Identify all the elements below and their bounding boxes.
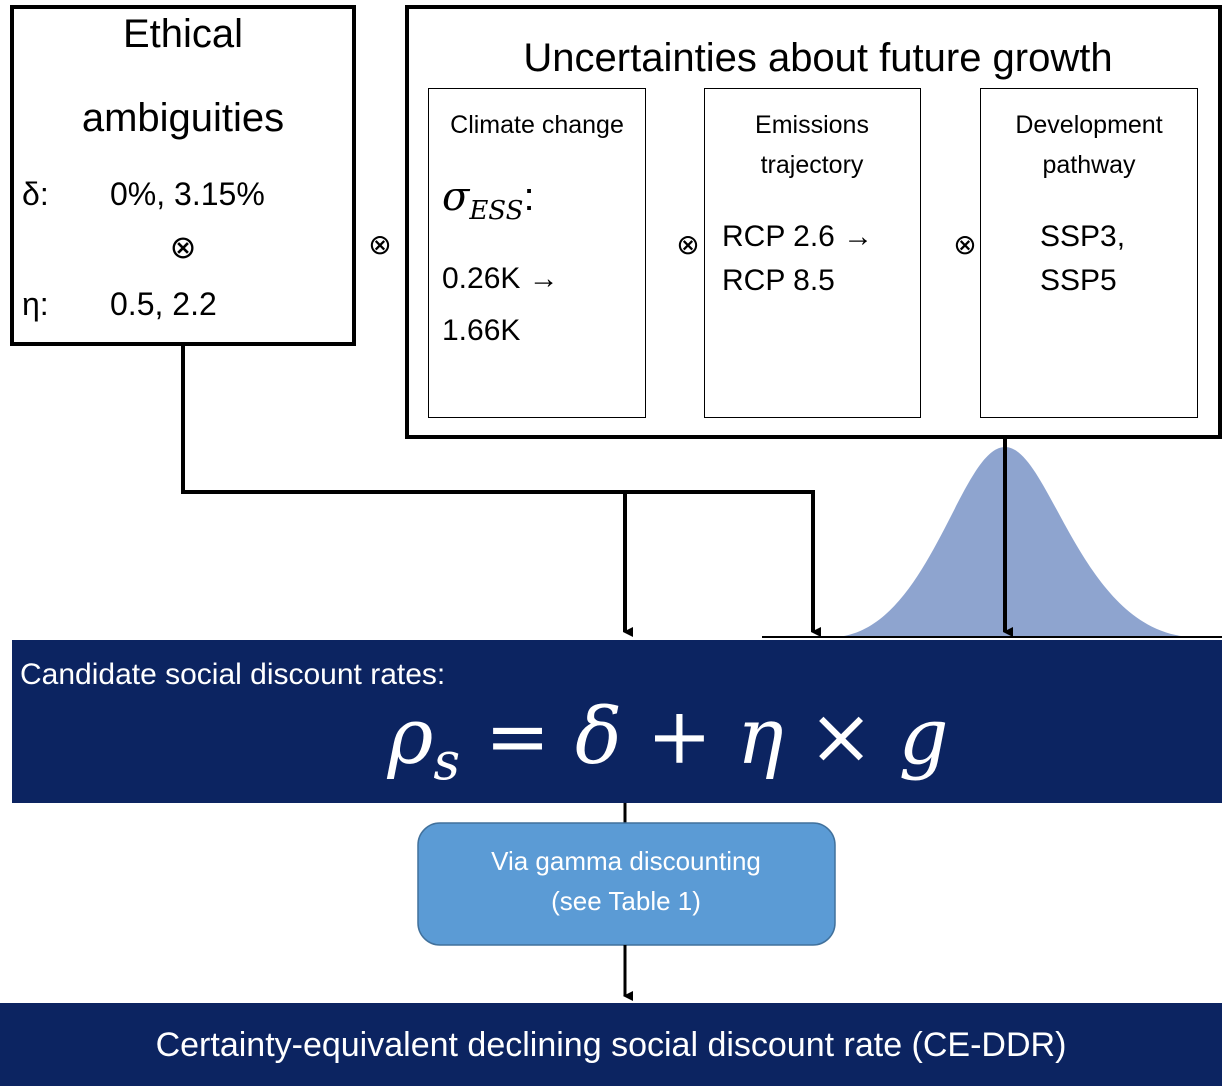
development-box — [980, 88, 1198, 418]
formula-part: = — [484, 692, 551, 782]
sigma: σESS: — [442, 174, 535, 226]
delta-symbol: δ: — [22, 176, 49, 212]
growth-title: Uncertainties about future growth — [523, 36, 1113, 80]
box-title: Development — [1015, 111, 1163, 139]
ethics-title: Ethical — [122, 12, 244, 56]
operator: ⊗ — [676, 229, 700, 260]
delta-values: 0%, 3.15% — [110, 176, 265, 212]
sigma-colon: : — [523, 175, 535, 219]
result-band — [0, 1003, 1222, 1086]
formula-part: η — [736, 692, 784, 782]
formula-part: g — [898, 692, 949, 782]
operator: ⊗ — [169, 229, 197, 265]
formula-part: δ — [574, 692, 622, 782]
formula-part: ρ — [387, 692, 434, 782]
box-line: 1.66K — [442, 314, 521, 347]
box-line: SSP3, — [1040, 220, 1126, 253]
operator: ⊗ — [953, 229, 977, 260]
box-line: SSP5 — [1040, 264, 1117, 297]
box-line: RCP 2.6 → — [722, 220, 874, 253]
gamma-text: Via gamma discounting — [491, 846, 761, 876]
formula-band — [12, 640, 1222, 803]
connector — [181, 344, 821, 637]
box-title: Emissions — [755, 111, 869, 139]
eta-symbol: η: — [22, 286, 49, 322]
formula: ρs = δ + η × g — [387, 692, 948, 793]
box-title: trajectory — [760, 151, 864, 179]
emissions-box — [704, 88, 921, 418]
operator: ⊗ — [368, 229, 392, 260]
ethics-title: ambiguities — [81, 96, 285, 140]
gamma-text: (see Table 1) — [551, 886, 701, 916]
gamma-box — [417, 822, 836, 946]
formula-part: s — [433, 732, 461, 793]
box-line: RCP 8.5 — [722, 264, 835, 297]
eta-values: 0.5, 2.2 — [110, 286, 217, 322]
sigma-subscript: ESS — [469, 196, 524, 226]
growth-distribution — [836, 447, 1190, 637]
formula-part: + — [646, 692, 713, 782]
box-line: 0.26K → — [442, 262, 559, 295]
ethics-box — [10, 5, 356, 346]
box-title: pathway — [1042, 151, 1136, 179]
formula-part: × — [808, 692, 874, 782]
climate-box — [428, 88, 646, 418]
result-label: Certainty-equivalent declining social di… — [155, 1026, 1067, 1064]
candidate-label: Candidate social discount rates: — [20, 658, 446, 691]
box-title: Climate change — [450, 111, 624, 139]
sigma-symbol: σ — [442, 174, 470, 220]
